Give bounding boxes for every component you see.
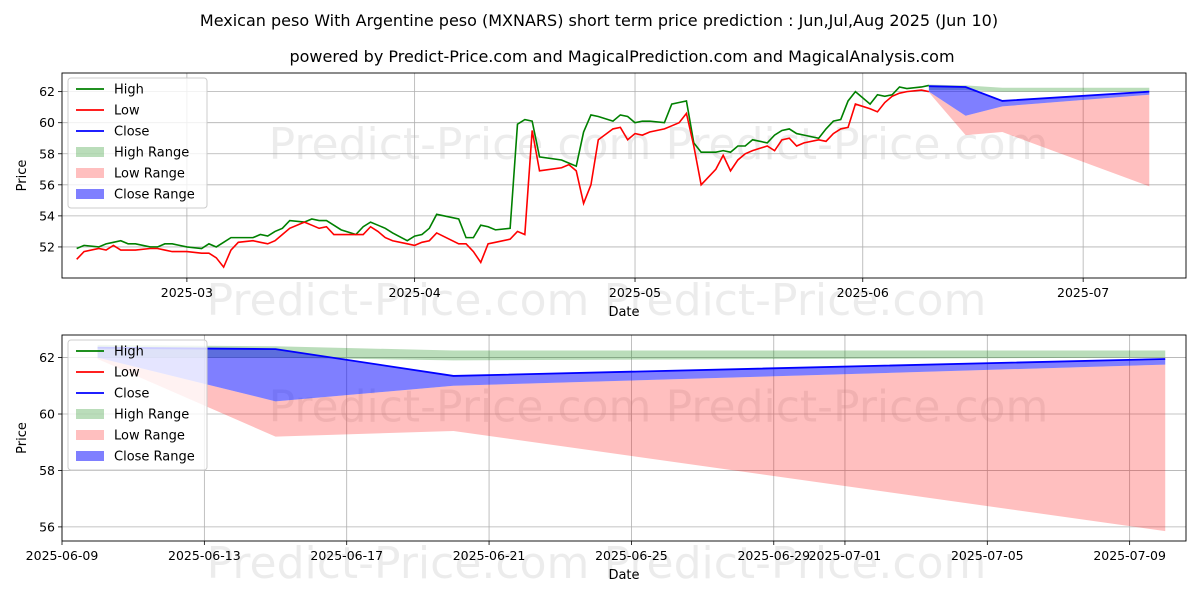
legend-item-close-range: Close Range — [114, 450, 195, 465]
y-tick-label: 60 — [39, 407, 55, 422]
plot-frame — [61, 334, 1187, 542]
legend-item-high-range-swatch — [76, 147, 104, 157]
x-tick-label: 2025-06-13 — [168, 548, 241, 563]
watermark-text: Predict-Price.com — [207, 275, 590, 326]
y-tick-label: 54 — [39, 208, 55, 223]
bottom-panel: Predict-Price.com Predict-Price.com Predic… — [15, 334, 1187, 589]
x-tick-label: 2025-07-01 — [809, 548, 882, 563]
low-range-band — [928, 91, 1150, 187]
plot-frame — [61, 72, 1187, 279]
y-tick-label: 58 — [39, 463, 55, 478]
chart-subtitle: powered by Predict-Price.com and Magical… — [289, 47, 954, 66]
legend-item-low: Low — [114, 366, 140, 381]
x-tick-label: 2025-06-21 — [453, 548, 526, 563]
y-tick-label: 56 — [39, 177, 55, 192]
legend-item-close-range-swatch — [76, 189, 104, 199]
top-panel: Predict-Price.com Predict-Price.com Predic… — [15, 72, 1187, 326]
legend-item-high-range-swatch — [76, 409, 104, 419]
x-tick-label: 2025-07 — [1057, 285, 1109, 300]
x-tick-label: 2025-03 — [161, 285, 213, 300]
legend-item-low-range-swatch — [76, 430, 104, 440]
x-tick-label: 2025-04 — [389, 285, 441, 300]
y-axis-label: Price — [15, 422, 30, 454]
y-axis-label: Price — [15, 160, 30, 192]
low-series-line — [76, 89, 930, 269]
watermark-text: Predict-Price.com — [604, 275, 987, 326]
y-tick-label: 56 — [39, 519, 55, 534]
x-tick-label: 2025-06-25 — [595, 548, 668, 563]
close-series-line — [928, 85, 1150, 102]
x-tick-label: 2025-06-09 — [26, 548, 99, 563]
x-tick-label: 2025-06 — [837, 285, 889, 300]
close-range-band — [928, 86, 1150, 116]
x-tick-label: 2025-06-29 — [737, 548, 810, 563]
legend-item-low-range: Low Range — [114, 429, 185, 444]
x-tick-label: 2025-07-05 — [951, 548, 1024, 563]
high-range-band — [928, 84, 1150, 92]
legend-item-close: Close — [114, 387, 149, 402]
watermark-text: Predict-Price.com — [207, 538, 590, 589]
close-range-band — [97, 347, 1166, 402]
x-axis-label: Date — [608, 568, 639, 583]
legend-item-close-range: Close Range — [114, 188, 195, 203]
legend-item-high-range: High Range — [114, 408, 189, 423]
legend-item-close-range-swatch — [76, 451, 104, 461]
legend-item-low-range-swatch — [76, 168, 104, 178]
y-tick-label: 52 — [39, 239, 55, 254]
y-tick-label: 62 — [39, 350, 55, 365]
high-series-line — [76, 84, 930, 250]
x-tick-label: 2025-05 — [609, 285, 661, 300]
y-tick-label: 60 — [39, 115, 55, 130]
legend-item-high: High — [114, 83, 144, 98]
x-tick-label: 2025-06-17 — [310, 548, 383, 563]
chart-title: Mexican peso With Argentine peso (MXNARS… — [200, 11, 998, 30]
y-tick-label: 62 — [39, 84, 55, 99]
legend-item-low: Low — [114, 104, 140, 119]
legend-item-high-range: High Range — [114, 146, 189, 161]
watermark-text: Predict-Price.com — [604, 538, 987, 589]
x-axis-label: Date — [608, 305, 639, 320]
x-tick-label: 2025-07-09 — [1093, 548, 1166, 563]
watermark-text: Predict-Price.com — [666, 119, 1049, 170]
watermark-text: Predict-Price.com — [269, 119, 652, 170]
y-tick-label: 58 — [39, 146, 55, 161]
legend-item-low-range: Low Range — [114, 167, 185, 182]
low-range-band — [97, 357, 1166, 532]
high-range-band — [97, 344, 1166, 361]
legend-item-close: Close — [114, 125, 149, 140]
watermark-text: Predict-Price.com — [666, 382, 1049, 433]
legend-item-high: High — [114, 345, 144, 360]
